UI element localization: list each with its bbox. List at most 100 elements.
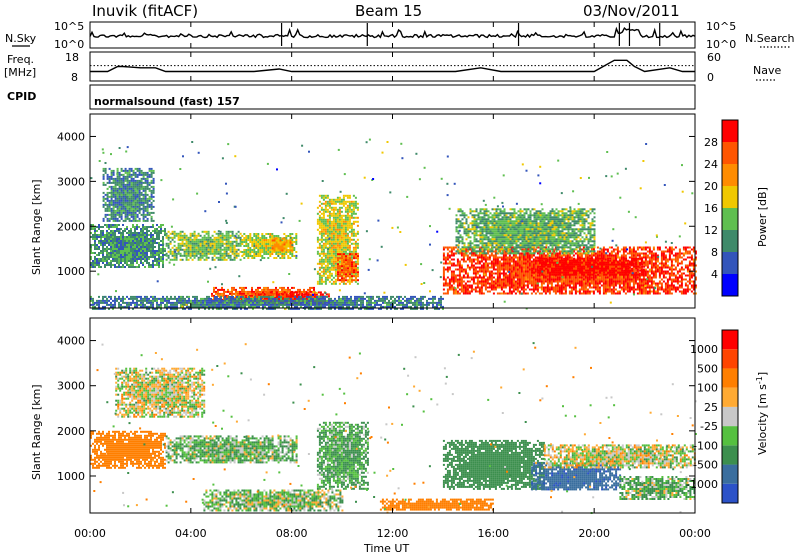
- power-cell-4: [110, 189, 113, 192]
- power-cell-7: [356, 224, 359, 227]
- power-cell-0: [102, 232, 104, 234]
- power-cell-4: [120, 191, 123, 194]
- power-cell-7: [346, 218, 349, 221]
- power-cell-4: [134, 171, 137, 174]
- power-cell-5: [237, 292, 239, 295]
- power-cell-9: [512, 258, 515, 261]
- power-cell-4: [130, 175, 133, 178]
- power-cell-9: [472, 268, 475, 271]
- power-cell-9: [550, 286, 553, 289]
- power-cell-9: [534, 286, 537, 289]
- power-cell-4: [128, 183, 131, 186]
- power-cell-7: [320, 274, 323, 277]
- power-cell-0: [104, 266, 106, 268]
- power-cell-8: [355, 265, 357, 268]
- power-cell-7: [324, 232, 327, 235]
- power-cell-7: [356, 266, 359, 269]
- power-cell-1: [181, 244, 184, 247]
- power-cell-4: [136, 207, 139, 210]
- power-cell-7: [318, 238, 321, 241]
- power-cell-0: [152, 236, 154, 238]
- power-cell-9: [538, 276, 541, 279]
- power-cell-8: [357, 255, 359, 258]
- power-cell-1: [169, 232, 172, 235]
- power-cell-2: [255, 241, 258, 243]
- power-cell-0: [124, 260, 126, 262]
- power-cell-8: [351, 275, 353, 278]
- power-cell-1: [179, 244, 182, 247]
- power-cell-0: [134, 266, 136, 268]
- power-cell-0: [146, 260, 148, 262]
- power-cell-9: [510, 256, 513, 259]
- power-cell-4: [140, 213, 143, 216]
- power-cell-9: [448, 250, 451, 253]
- power-cell-9: [538, 264, 541, 267]
- power-cell-4: [118, 171, 121, 174]
- power-cell-7: [352, 248, 355, 251]
- power-cell-8: [343, 273, 345, 276]
- power-cell-1: [209, 248, 212, 251]
- power-cell-7: [332, 252, 335, 255]
- power-cell-6: [305, 291, 308, 294]
- power-cell-9: [472, 258, 475, 261]
- power-cell-7: [320, 218, 323, 221]
- power-cell-1: [185, 246, 188, 249]
- power-cell-9: [548, 290, 551, 293]
- power-cell-7: [334, 254, 337, 257]
- power-cell-8: [343, 277, 345, 280]
- power-cell-7: [318, 280, 321, 283]
- power-cell-0: [104, 258, 106, 260]
- power-cell-9: [568, 256, 571, 259]
- power-cell-7: [346, 220, 349, 223]
- power-cell-1: [179, 242, 182, 245]
- power-cell-1: [205, 232, 208, 235]
- power-cell-9: [496, 284, 499, 287]
- power-cell-8: [355, 275, 357, 278]
- power-cell-6: [317, 291, 320, 294]
- power-cell-4: [134, 175, 137, 178]
- power-cell-7: [332, 256, 335, 259]
- power-cell-7: [352, 272, 355, 275]
- power-cell-9: [564, 276, 567, 279]
- power-cell-9: [448, 256, 451, 259]
- power-cell-0: [136, 238, 138, 240]
- power-cell-0: [130, 242, 132, 244]
- power-cell-3: [277, 249, 280, 252]
- power-cell-0: [114, 246, 116, 248]
- power-cell-0: [102, 236, 104, 238]
- power-cell-9: [476, 270, 479, 273]
- power-cell-7: [334, 228, 337, 231]
- power-cell-0: [104, 224, 106, 226]
- power-cell-0: [124, 248, 126, 250]
- power-cell-9: [570, 280, 573, 283]
- power-cell-9: [504, 284, 507, 287]
- power-cell-4: [138, 191, 141, 194]
- power-cell-5: [231, 288, 233, 291]
- power-cell-6: [287, 295, 290, 298]
- power-cell-7: [354, 206, 357, 209]
- power-cell-9: [446, 276, 449, 279]
- power-cell-7: [338, 202, 341, 205]
- power-cell-9: [542, 274, 545, 277]
- power-cell-1: [221, 244, 224, 247]
- power-cell-7: [330, 228, 333, 231]
- power-cell-4: [126, 213, 129, 216]
- power-cell-9: [586, 258, 589, 261]
- power-cell-4: [150, 207, 153, 210]
- power-cell-9: [596, 280, 599, 283]
- power-cell-9: [592, 248, 595, 251]
- power-cell-9: [550, 282, 553, 285]
- power-cell-1: [237, 248, 240, 251]
- power-cell-1: [217, 240, 220, 243]
- power-cell-2: [295, 257, 298, 259]
- power-cell-7: [348, 254, 351, 257]
- power-cell-5: [227, 288, 229, 291]
- power-cell-0: [154, 238, 156, 240]
- power-cell-9: [466, 250, 469, 253]
- power-cell-9: [494, 284, 497, 287]
- cpid-value: normalsound (fast) 157: [94, 95, 240, 108]
- power-cell-7: [356, 244, 359, 247]
- power-cell-6: [303, 295, 306, 298]
- power-cell-9: [608, 290, 611, 293]
- power-cell-2: [251, 239, 254, 241]
